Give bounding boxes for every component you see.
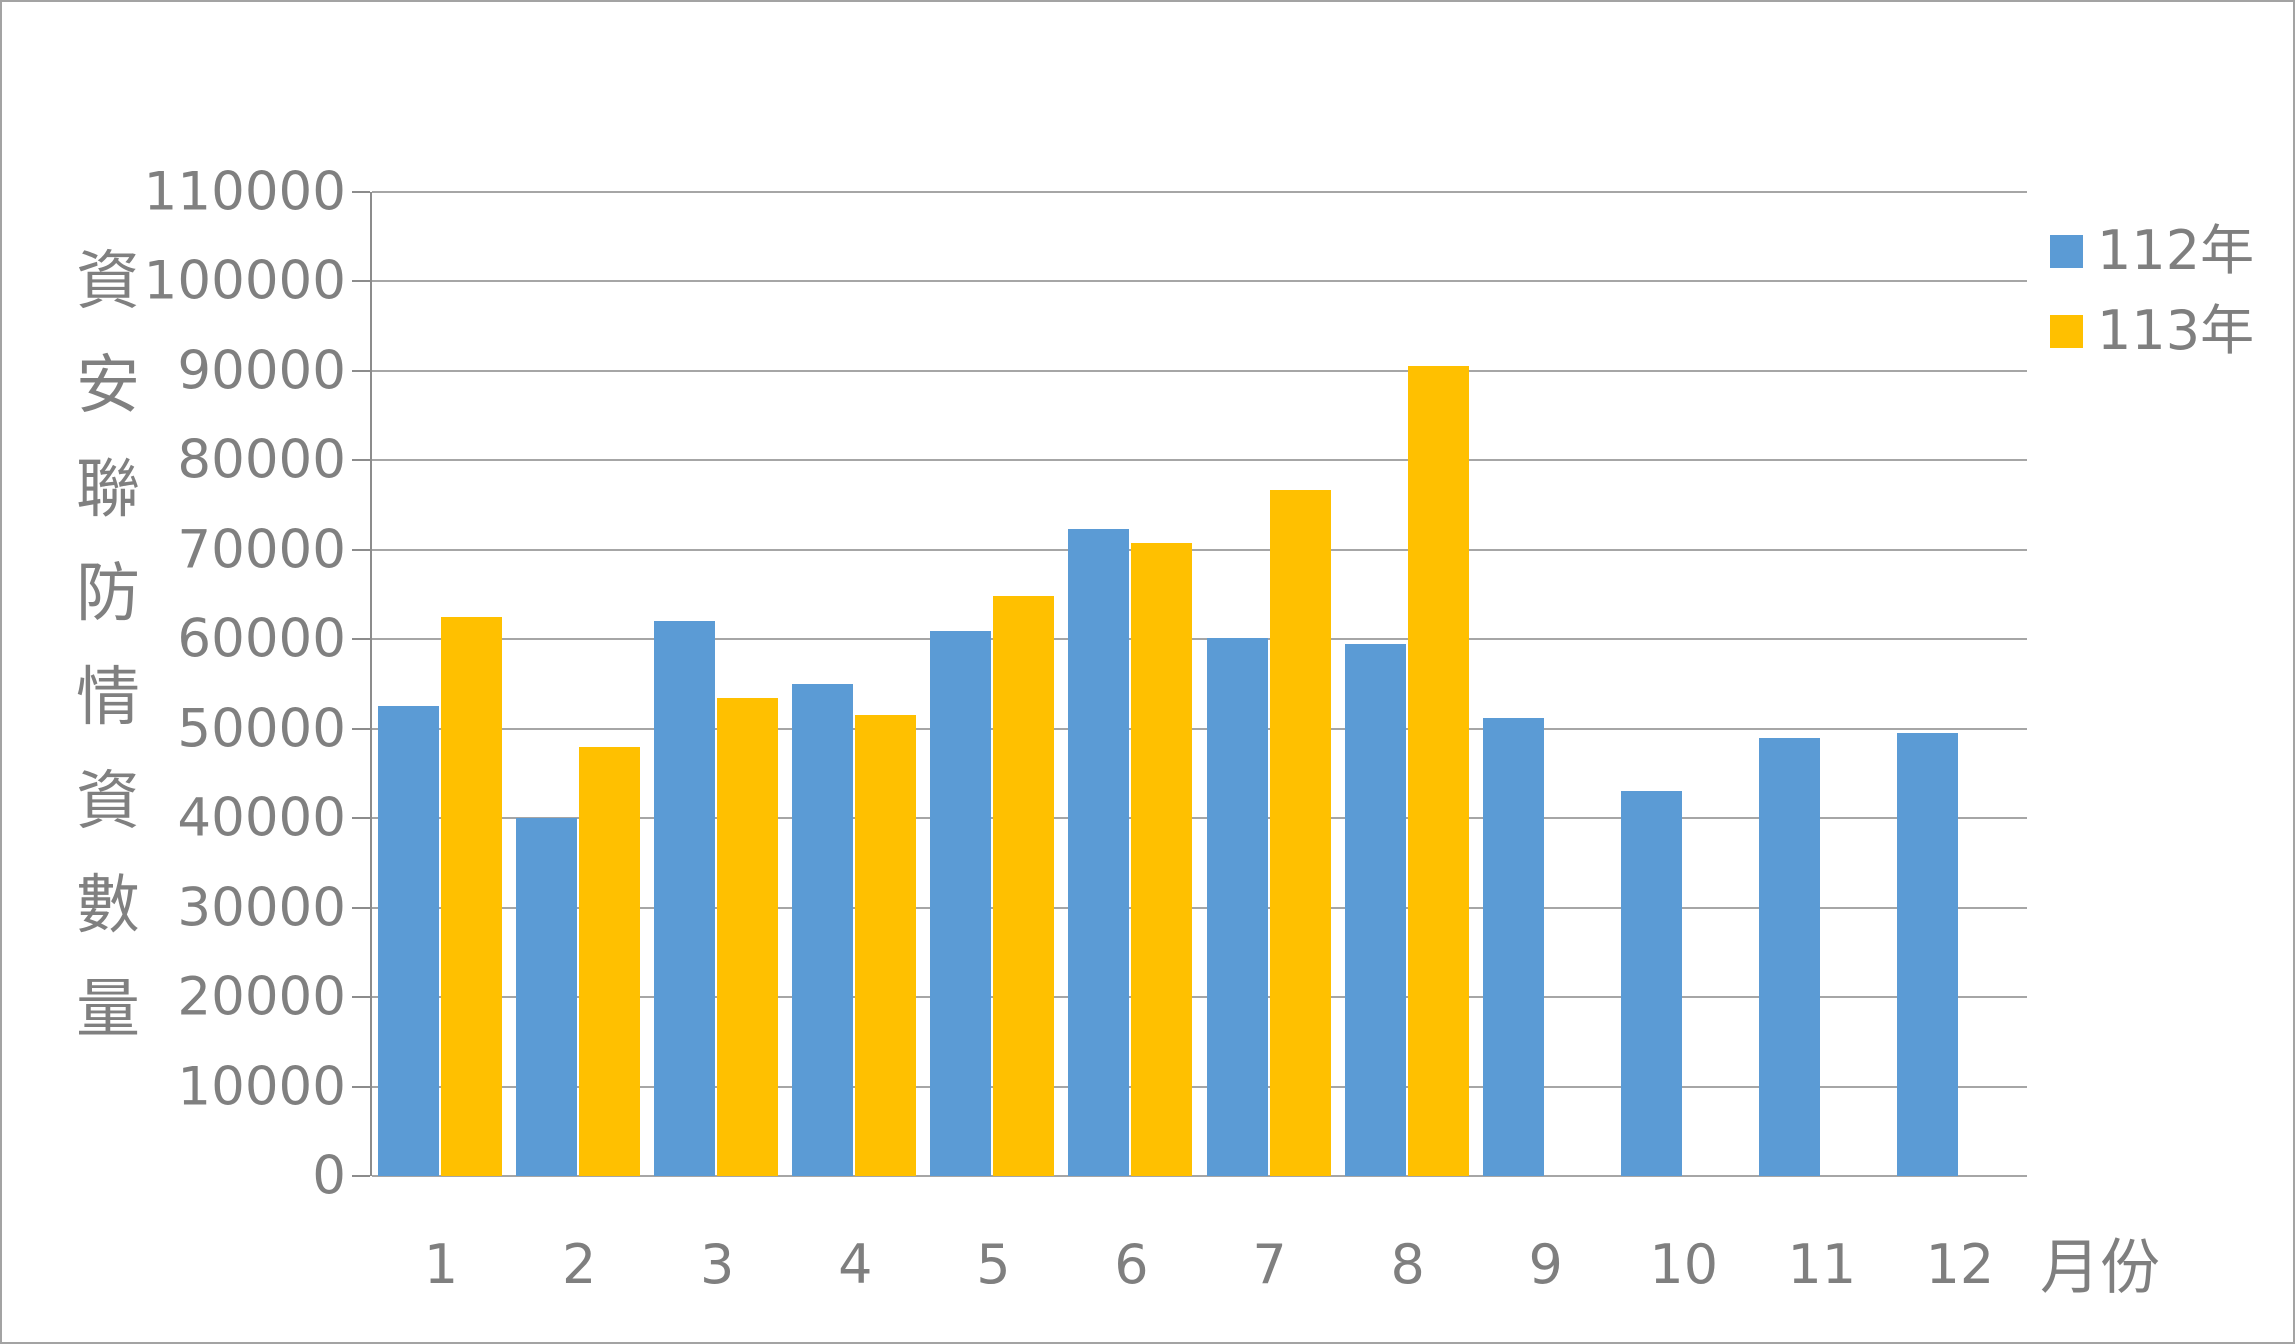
y-tick-mark-40000: [352, 817, 370, 820]
y-tick-mark-30000: [352, 906, 370, 909]
gridline-0: [372, 1175, 2027, 1177]
y-axis-title-char-3: 聯: [76, 453, 140, 527]
bar-113年-m3: [717, 698, 779, 1176]
x-cat-label-8: 8: [1390, 1233, 1425, 1296]
x-cat-label-6: 6: [1114, 1233, 1149, 1296]
y-tick-label-50000: 50000: [177, 698, 346, 760]
y-tick-label-60000: 60000: [177, 608, 346, 670]
bar-112年-m10: [1620, 791, 1682, 1176]
legend-label-112年: 112年: [2097, 219, 2255, 282]
y-axis-title-char-7: 數: [76, 869, 140, 943]
y-axis-title-char-6: 資: [76, 765, 140, 839]
gridline-110000: [372, 191, 2027, 193]
x-cat-label-3: 3: [700, 1233, 735, 1296]
y-axis-title-char-1: 資: [76, 245, 140, 319]
y-tick-label-10000: 10000: [177, 1056, 346, 1118]
bar-113年-m5: [993, 596, 1055, 1176]
x-cat-label-5: 5: [976, 1233, 1011, 1296]
bar-112年-m8: [1344, 643, 1406, 1176]
gridline-30000: [372, 906, 2027, 909]
y-axis-title: 資安聯防情資數量: [68, 230, 148, 1062]
y-axis-title-char-5: 情: [76, 661, 140, 735]
y-axis-title-char-4: 防: [76, 557, 140, 631]
y-tick-mark-80000: [352, 459, 370, 462]
y-tick-mark-20000: [352, 996, 370, 999]
y-tick-mark-10000: [352, 1085, 370, 1088]
y-tick-mark-90000: [352, 369, 370, 372]
plot-area: 0 10000 20000 30000 40000 50000 60000 70000 8000…: [144, 166, 2027, 1292]
y-tick-label-70000: 70000: [177, 519, 346, 581]
bar-113年-m6: [1131, 542, 1193, 1176]
y-tick-mark-110000: [352, 191, 370, 193]
bar-112年-m1: [378, 706, 439, 1176]
gridline-10000: [372, 1085, 2027, 1088]
x-cat-label-11: 11: [1787, 1233, 1857, 1296]
bar-112年-m12: [1896, 733, 1958, 1176]
bar-112年-m2: [516, 818, 578, 1176]
bar-112年-m7: [1206, 638, 1268, 1176]
x-cat-label-7: 7: [1252, 1233, 1287, 1296]
bar-113年-m1: [441, 616, 502, 1176]
y-tick-mark-70000: [352, 548, 370, 551]
gridline-90000: [372, 369, 2027, 372]
bar-112年-m5: [930, 631, 992, 1176]
x-cat-label-10: 10: [1649, 1233, 1719, 1296]
y-tick-mark-60000: [352, 638, 370, 641]
y-tick-label-80000: 80000: [177, 429, 346, 491]
legend-swatch-113年: [2050, 314, 2083, 348]
y-tick-label-20000: 20000: [177, 966, 346, 1028]
y-tick-label-90000: 90000: [177, 340, 346, 402]
gridline-40000: [372, 817, 2027, 820]
legend-item-113年: 113年: [2050, 304, 2254, 358]
y-axis-title-char-2: 安: [76, 349, 140, 423]
y-tick-label-30000: 30000: [177, 877, 346, 939]
bar-112年-m11: [1758, 737, 1820, 1176]
bar-112年-m6: [1068, 529, 1130, 1176]
x-cat-label-12: 12: [1925, 1233, 1995, 1296]
bar-113年-m4: [855, 715, 917, 1176]
gridline-100000: [372, 280, 2027, 283]
legend-item-112年: 112年: [2050, 224, 2254, 278]
legend-swatch-112年: [2050, 234, 2083, 268]
gridline-60000: [372, 638, 2027, 641]
y-tick-label-40000: 40000: [177, 787, 346, 849]
x-cat-label-4: 4: [838, 1233, 873, 1296]
bar-113年-m7: [1269, 489, 1331, 1176]
bar-113年-m8: [1407, 366, 1469, 1176]
x-cat-label-9: 9: [1528, 1233, 1563, 1296]
gridline-50000: [372, 727, 2027, 730]
y-tick-label-100000: 100000: [143, 250, 346, 312]
x-cat-label-1: 1: [423, 1233, 459, 1296]
x-cat-label-2: 2: [561, 1233, 597, 1296]
bar-112年-m3: [654, 621, 716, 1176]
legend-label-113年: 113年: [2097, 299, 2255, 362]
y-axis-title-char-8: 量: [76, 973, 140, 1047]
gridline-80000: [372, 459, 2027, 462]
gridline-20000: [372, 996, 2027, 999]
bar-112年-m4: [792, 684, 854, 1176]
legend: 112年 113年: [2050, 224, 2254, 388]
x-axis-title: 月份: [2040, 1233, 2160, 1303]
y-tick-mark-100000: [352, 280, 370, 283]
y-tick-label-0: 0: [312, 1145, 346, 1207]
y-tick-mark-50000: [352, 727, 370, 730]
bar-113年-m2: [579, 746, 641, 1176]
bar-112年-m9: [1482, 718, 1544, 1176]
gridline-70000: [372, 548, 2027, 551]
y-tick-mark-0: [352, 1175, 370, 1177]
y-tick-label-110000: 110000: [143, 161, 346, 223]
